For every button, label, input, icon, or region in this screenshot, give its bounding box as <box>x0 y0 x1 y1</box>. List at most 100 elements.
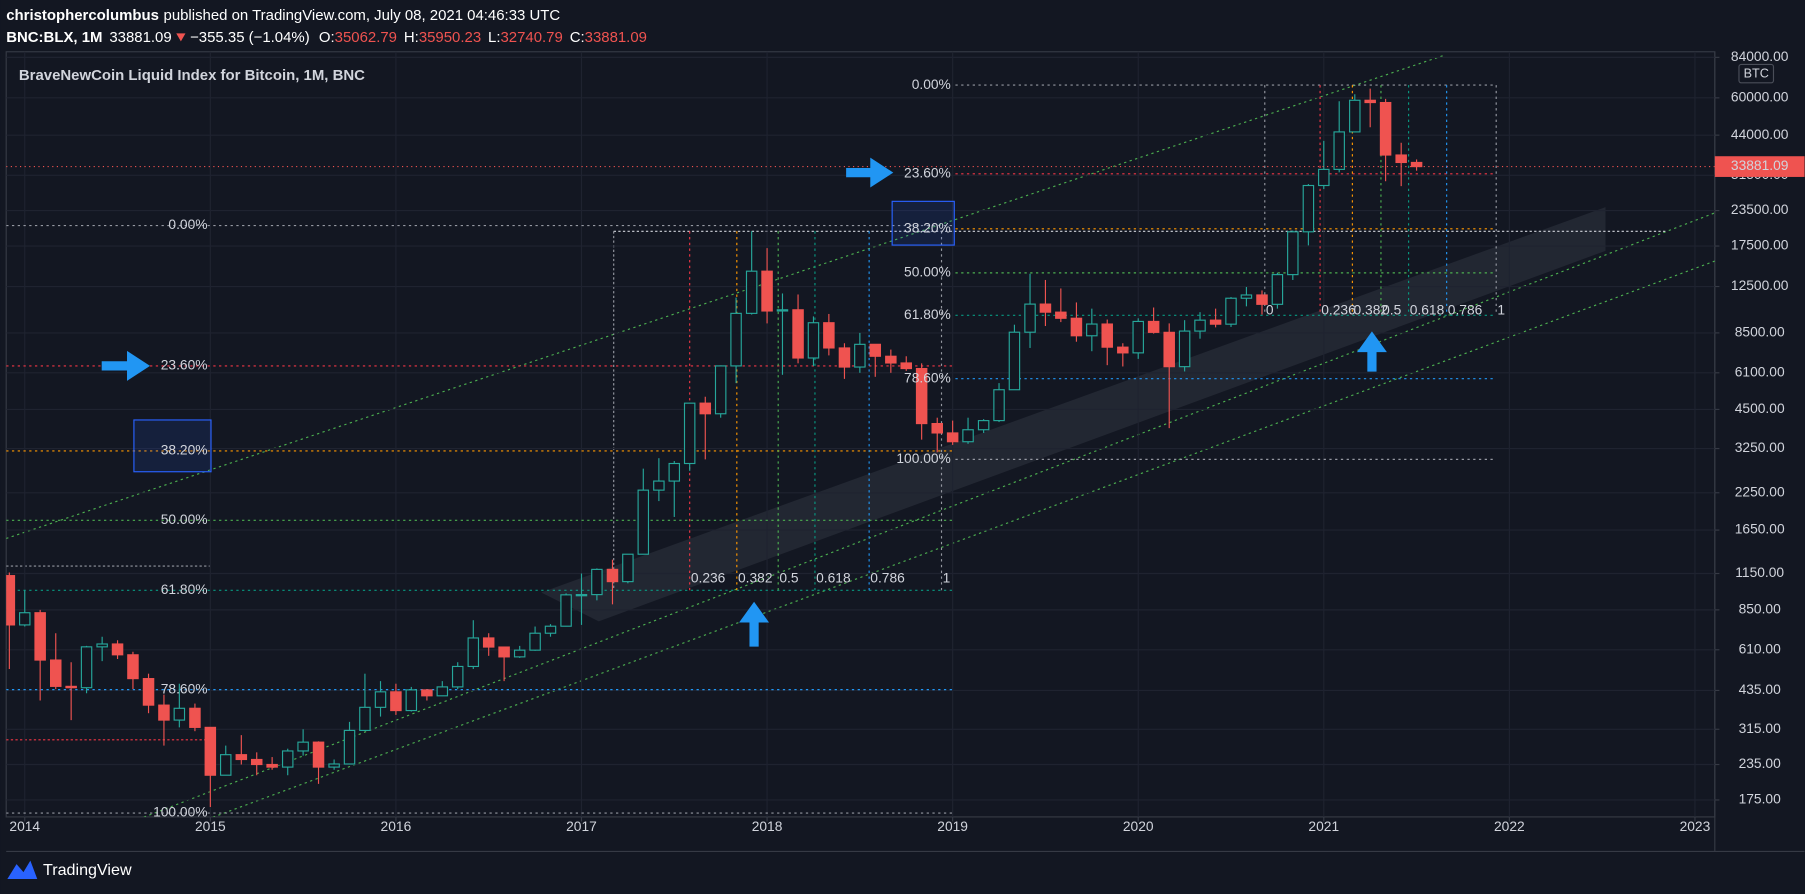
candle-body <box>297 741 309 752</box>
y-tick-label: 235.00 <box>1739 756 1782 771</box>
candle-body <box>993 389 1005 422</box>
y-tick-label: 1650.00 <box>1735 522 1785 537</box>
candle-body <box>1194 319 1206 332</box>
y-tick-label: 84000.00 <box>1731 49 1789 64</box>
field-value: 33881.09 <box>585 29 647 46</box>
candle-body <box>1287 231 1299 276</box>
candle-body <box>575 594 588 597</box>
fib-level-label: 61.80% <box>904 307 951 322</box>
fib-level-label: 100.00% <box>896 451 950 466</box>
candle-body <box>451 665 464 688</box>
candle-body <box>560 594 572 627</box>
x-tick-label: 2018 <box>752 819 783 834</box>
x-tick-label: 2017 <box>566 819 597 834</box>
fib-time-label: 0.786 <box>870 570 905 585</box>
currency: BTC <box>1744 67 1769 81</box>
fib-level-label: 78.60% <box>904 370 951 385</box>
candle-body <box>405 689 418 712</box>
candle-body <box>1302 184 1315 233</box>
y-tick-label: 435.00 <box>1739 682 1782 697</box>
field-key: O: <box>319 29 335 46</box>
candle-body <box>343 729 356 765</box>
candle-body <box>1039 303 1052 313</box>
fib-time-label: 1 <box>943 570 951 585</box>
candle-body <box>606 568 619 583</box>
candle-body <box>127 654 139 680</box>
arrow <box>846 157 894 188</box>
fib-time-label: 0.618 <box>1410 302 1445 317</box>
candle-body <box>931 422 943 434</box>
candle-body <box>838 347 851 368</box>
shaded-channel <box>541 207 1606 622</box>
candle-body <box>885 355 897 364</box>
candle-body <box>1117 346 1129 354</box>
change: −355.35 (−1.04%) <box>190 29 310 46</box>
candle-body <box>467 637 480 668</box>
candle-body <box>622 553 634 583</box>
fib-level-label: 0.00% <box>168 217 207 232</box>
arrow <box>739 601 770 647</box>
y-tick-label: 1150.00 <box>1735 565 1784 580</box>
last-price-tag <box>1714 156 1805 177</box>
candle-body <box>1008 331 1021 391</box>
candle-body <box>776 309 789 312</box>
candle-body <box>266 763 278 768</box>
candle-body <box>1132 320 1144 354</box>
candle-body <box>1333 131 1345 170</box>
quote-line: BNC:BLX, 1M 33881.09 −355.35 (−1.04%) O:350… <box>6 29 647 46</box>
x-tick-label: 2020 <box>1123 819 1154 834</box>
candle-body <box>328 763 340 768</box>
candle-body <box>1209 319 1222 325</box>
candle-body <box>637 489 650 555</box>
chart-title: BraveNewCoin Liquid Index for Bitcoin, 1… <box>19 67 365 84</box>
candle-body <box>1070 317 1083 337</box>
x-tick-label: 2022 <box>1494 819 1525 834</box>
candle-body <box>668 462 681 482</box>
fib-level-label: 23.60% <box>904 165 951 180</box>
candle-body <box>158 704 170 721</box>
highlight-box <box>891 200 955 246</box>
currency-badge <box>1738 63 1775 84</box>
y-tick-label: 175.00 <box>1739 792 1782 807</box>
candle-body <box>854 343 866 368</box>
y-tick-label: 850.00 <box>1739 602 1782 617</box>
plot-area <box>5 51 1716 818</box>
annotations <box>101 157 1387 647</box>
candle-body <box>977 420 990 431</box>
candle-body <box>235 754 248 761</box>
candle-body <box>65 685 77 689</box>
candle-body <box>1379 101 1392 156</box>
candle-body <box>1240 294 1253 299</box>
y-tick-label: 12500.00 <box>1731 278 1789 293</box>
fib-level-label: 61.80% <box>161 582 208 597</box>
last-price: 33881.09 <box>109 29 171 46</box>
symbol: BNC:BLX, 1M <box>6 29 102 46</box>
candle-body <box>219 754 232 776</box>
y-tick-label: 8500.00 <box>1735 325 1785 340</box>
candle-body <box>173 707 186 721</box>
candle-body <box>19 612 31 626</box>
x-tick-label: 2019 <box>937 819 968 834</box>
y-tick-label: 2250.00 <box>1735 484 1785 499</box>
candle-body <box>823 322 835 349</box>
candle-body <box>204 726 217 776</box>
field-value: 35950.23 <box>419 29 481 46</box>
candle-body <box>1163 331 1175 368</box>
candle-body <box>1256 294 1268 305</box>
x-tick-label: 2021 <box>1308 819 1339 834</box>
fib-time-label: 0 <box>1266 302 1274 317</box>
candle-body <box>730 312 742 367</box>
fib-time-label: 0.382 <box>738 570 773 585</box>
candle-body <box>49 659 62 687</box>
candle-body <box>683 402 696 465</box>
candle-body <box>482 637 495 648</box>
candle-body <box>513 649 526 658</box>
fib-level-label: 23.60% <box>161 358 208 373</box>
candle-body <box>1410 161 1423 168</box>
channel-line <box>142 212 1715 817</box>
candle-body <box>390 691 402 712</box>
highlight-box <box>133 419 212 473</box>
candle-body <box>96 643 108 648</box>
fib-level-label: 38.20% <box>161 443 208 458</box>
brand: TradingView <box>43 861 132 879</box>
